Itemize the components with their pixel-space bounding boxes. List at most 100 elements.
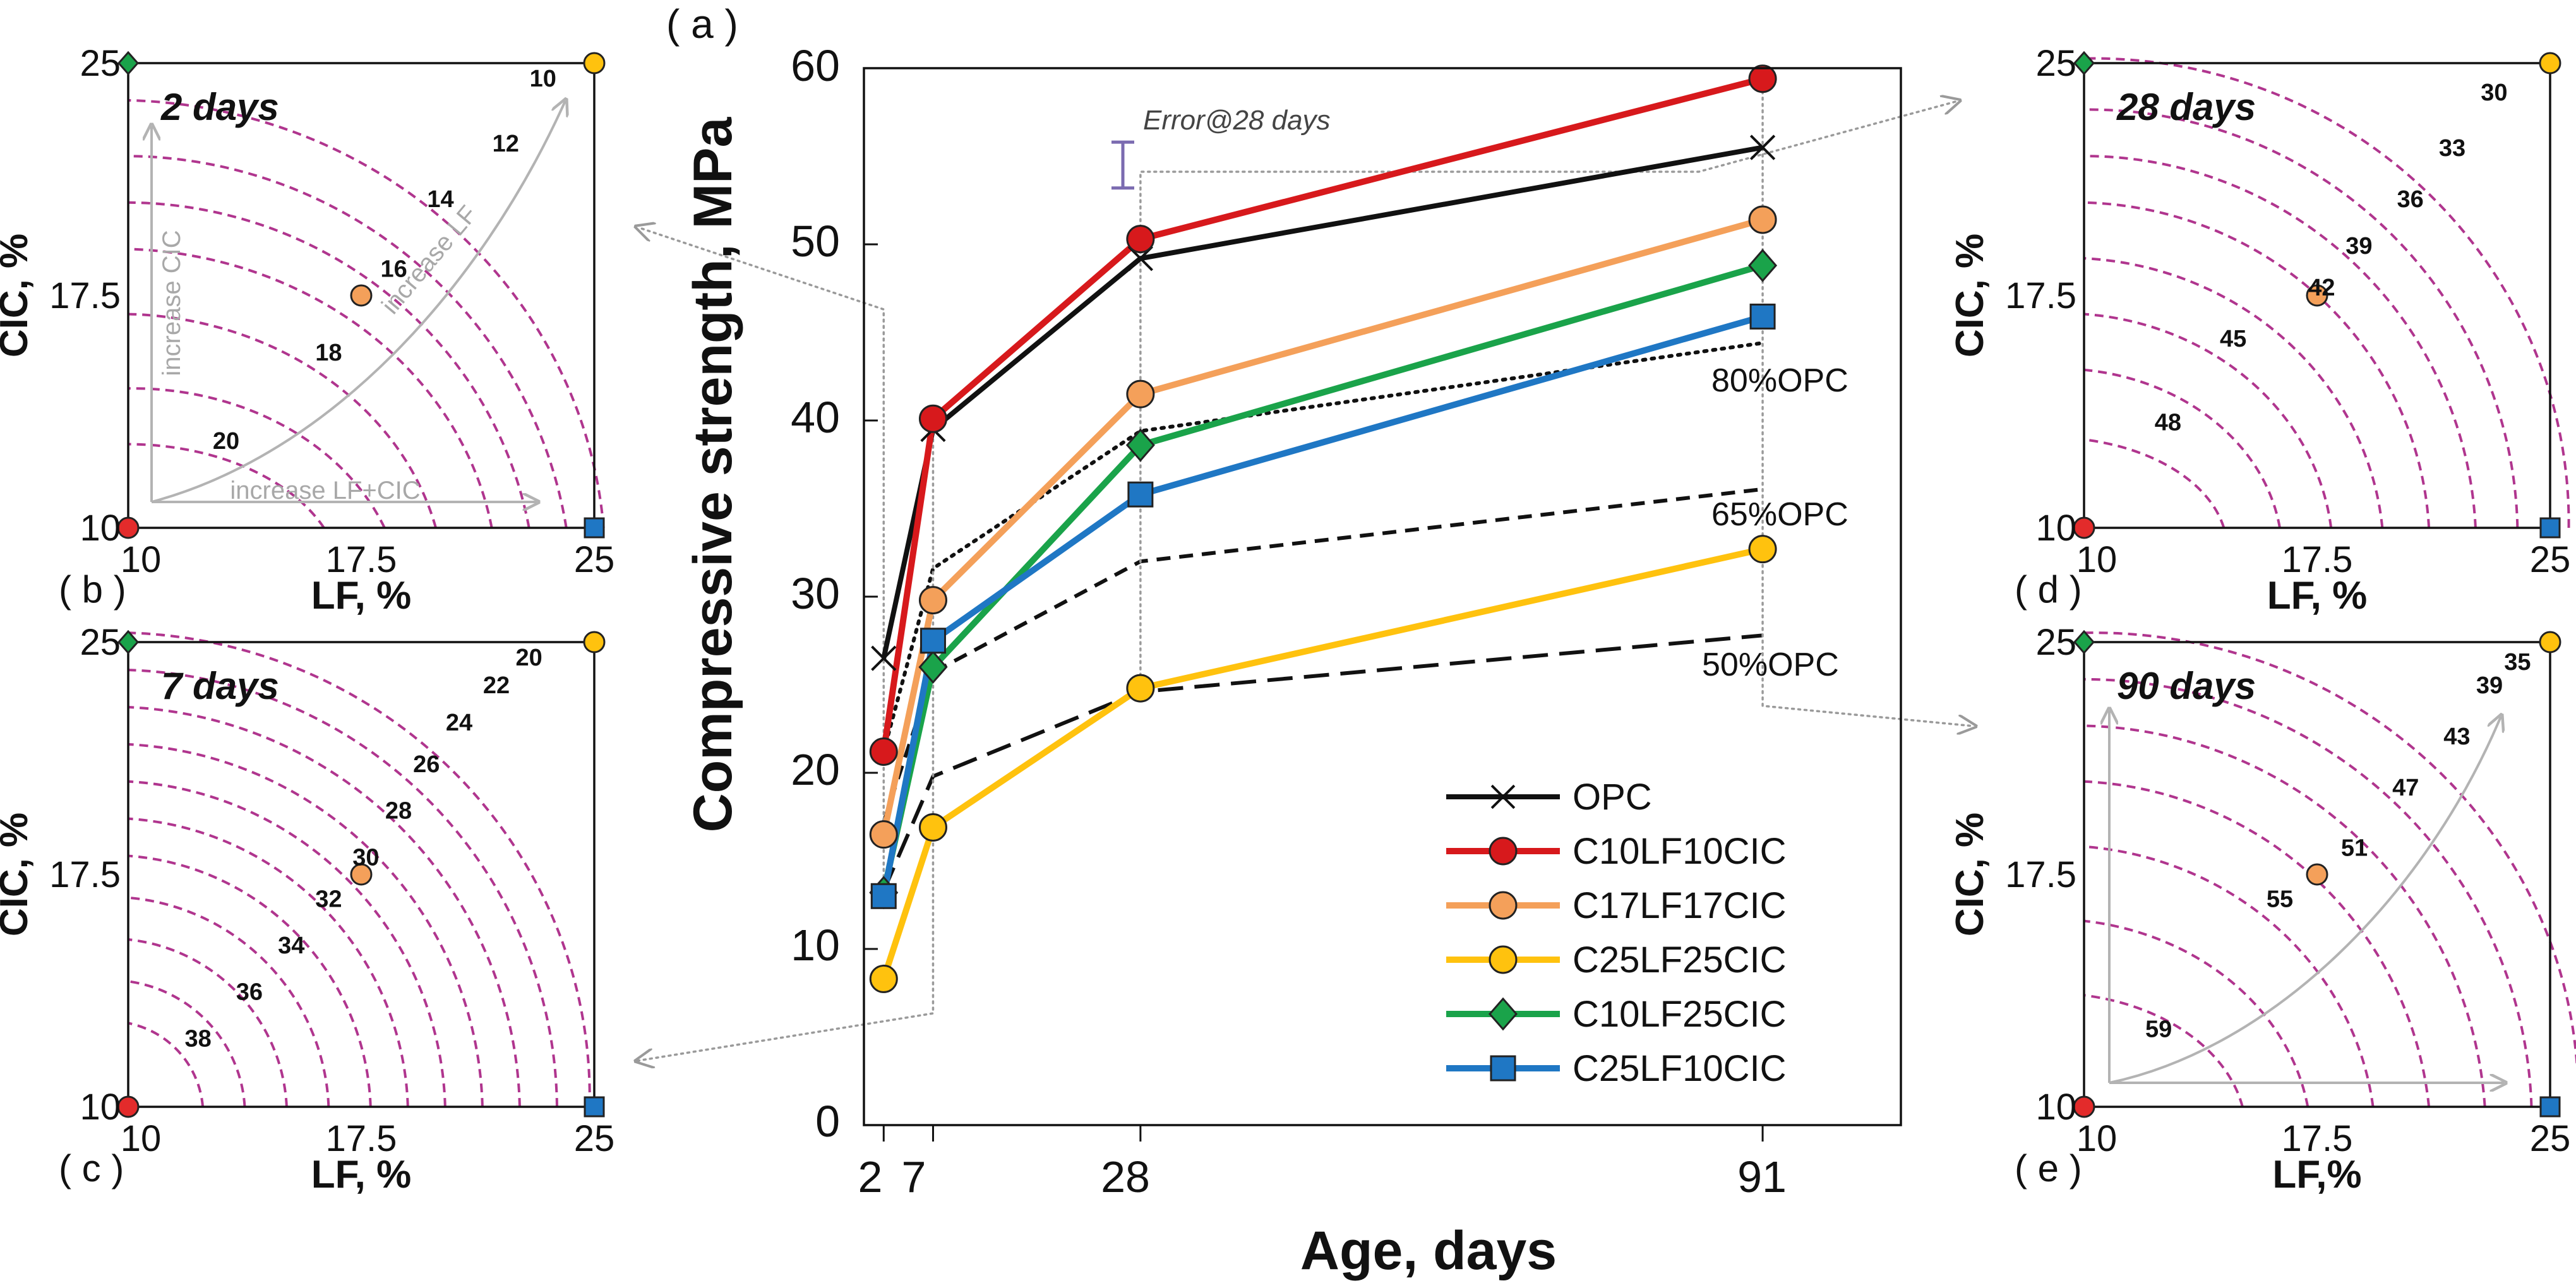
y-axis-title: CIC, % bbox=[0, 813, 36, 936]
contour-line bbox=[2083, 368, 2281, 528]
contour-line bbox=[128, 631, 591, 1107]
y-tick-label: 10 bbox=[2035, 508, 2076, 549]
marker-C17LF17CIC bbox=[918, 586, 947, 615]
series-line-C17LF17CIC bbox=[880, 217, 1764, 835]
x-tick-label: 10 bbox=[121, 539, 162, 580]
center-marker-c17lf17cic bbox=[350, 863, 373, 886]
contour-panel-7-days: 10 17.5 25 10 17.5 25 LF, % CIC, % ( c ) 7 days 20… bbox=[0, 622, 614, 1196]
y-tick-label: 0 bbox=[815, 1097, 840, 1146]
legend-marker-OPC bbox=[1490, 784, 1516, 809]
direction-arrow bbox=[2109, 717, 2501, 1084]
x-tick-label: 25 bbox=[2530, 1118, 2571, 1159]
contour-line bbox=[2083, 155, 2477, 528]
marker-C25LF25CIC bbox=[869, 964, 898, 993]
marker-C17LF17CIC bbox=[869, 820, 898, 849]
y-axis-title: CIC, % bbox=[1948, 234, 1992, 357]
contour-label: 22 bbox=[483, 672, 510, 699]
contour-label: 12 bbox=[493, 131, 519, 157]
contour-line bbox=[2083, 108, 2519, 528]
inset-frame bbox=[127, 641, 596, 1108]
inset-title: 7 days bbox=[161, 665, 279, 707]
y-tick-label: 40 bbox=[791, 393, 840, 442]
marker-C25LF25CIC bbox=[1748, 535, 1777, 564]
marker-C25LF10CIC bbox=[920, 628, 946, 654]
panel-label: ( b ) bbox=[59, 568, 126, 611]
reference-line-80%OPC bbox=[882, 341, 1765, 754]
contour-panel-90-days: 10 17.5 25 10 17.5 25 LF,% CIC, % ( e ) 90 days 35… bbox=[1948, 622, 2576, 1196]
contour-line bbox=[2083, 677, 2533, 1107]
arrow-label: increase LF+CIC bbox=[230, 477, 420, 504]
connector-7-days bbox=[638, 419, 935, 1061]
y-tick-label: 25 bbox=[80, 43, 121, 84]
y-tick-label: 17.5 bbox=[2005, 854, 2076, 895]
series-lines bbox=[880, 75, 1764, 980]
x-tick-label: 25 bbox=[2530, 539, 2571, 580]
contour-label: 38 bbox=[185, 1025, 212, 1052]
main-line-chart: ( a ) Compressive strength, MPa Age, day… bbox=[638, 1, 1974, 1281]
contour-line bbox=[128, 387, 386, 528]
x-tick-label: 17.5 bbox=[2282, 539, 2353, 580]
x-tick-label: 7 bbox=[902, 1152, 926, 1202]
inset-title: 90 days bbox=[2117, 665, 2256, 707]
connector-2-days bbox=[638, 227, 885, 898]
y-tick-label: 50 bbox=[791, 217, 840, 266]
corner-marker-c10lf10cic bbox=[2073, 516, 2095, 539]
center-marker-c17lf17cic bbox=[2306, 863, 2328, 886]
contour-label: 43 bbox=[2443, 724, 2470, 750]
contour-line bbox=[128, 817, 409, 1107]
inset-frame bbox=[2083, 641, 2551, 1108]
panel-label: ( c ) bbox=[59, 1147, 124, 1190]
y-tick-label: 25 bbox=[80, 622, 121, 663]
y-tick-label: 17.5 bbox=[49, 275, 121, 316]
legend-marker-C10LF10CIC bbox=[1489, 837, 1518, 866]
x-tick-label: 17.5 bbox=[326, 1118, 397, 1159]
contour-line bbox=[128, 780, 446, 1107]
legend-marker-C17LF17CIC bbox=[1489, 891, 1518, 920]
legend-marker-C10LF25CIC bbox=[1489, 997, 1518, 1031]
contour-line bbox=[128, 742, 484, 1107]
inset-frame bbox=[2083, 62, 2551, 529]
marker-C25LF10CIC bbox=[870, 883, 897, 909]
corner-marker-c25lf25cic bbox=[2539, 52, 2561, 75]
contour-label: 24 bbox=[446, 710, 472, 736]
contour-line bbox=[128, 980, 246, 1107]
contour-label: 45 bbox=[2220, 326, 2246, 352]
x-tick-label: 17.5 bbox=[326, 539, 397, 580]
y-tick-label: 10 bbox=[2035, 1087, 2076, 1128]
x-axis-title: LF, % bbox=[2267, 574, 2367, 617]
legend-label-C10LF25CIC: C10LF25CIC bbox=[1573, 994, 1786, 1035]
legend-label-C17LF17CIC: C17LF17CIC bbox=[1573, 885, 1786, 926]
y-tick-label: 10 bbox=[791, 921, 840, 970]
marker-C25LF10CIC bbox=[1127, 481, 1154, 508]
contour-panel-2-days: 10 17.5 25 10 17.5 25 LF, % CIC, % ( b ) 2 days 10… bbox=[0, 43, 614, 617]
contour-line bbox=[2083, 919, 2309, 1107]
contour-line bbox=[128, 896, 330, 1107]
marker-C10LF10CIC bbox=[1126, 225, 1155, 254]
legend-label-C25LF10CIC: C25LF10CIC bbox=[1573, 1048, 1786, 1089]
contour-line bbox=[2083, 631, 2576, 1070]
error-bar bbox=[1111, 140, 1134, 190]
contour-line bbox=[128, 706, 521, 1107]
contour-line bbox=[2083, 201, 2431, 528]
x-tick-label: 28 bbox=[1101, 1152, 1150, 1202]
legend: OPC C10LF10CIC C17LF17CIC C25LF25CIC C10LF25… bbox=[1446, 777, 1786, 1089]
x-tick-label: 10 bbox=[2076, 539, 2118, 580]
contour-label: 10 bbox=[530, 66, 556, 92]
legend-marker-C25LF10CIC bbox=[1490, 1055, 1516, 1082]
x-tick-label: 25 bbox=[574, 1118, 615, 1159]
reference-lines bbox=[882, 341, 1765, 892]
contour-label: 39 bbox=[2345, 233, 2372, 259]
marker-C10LF25CIC bbox=[918, 650, 948, 684]
contour-label: 48 bbox=[2155, 409, 2181, 436]
contour-line bbox=[2083, 257, 2384, 528]
marker-C25LF10CIC bbox=[1749, 303, 1776, 330]
y-axis-title: CIC, % bbox=[0, 234, 36, 357]
x-tick-label: 25 bbox=[574, 539, 615, 580]
contour-line bbox=[128, 313, 438, 528]
contour-label: 28 bbox=[385, 798, 412, 825]
ref-label-65: 65%OPC bbox=[1711, 496, 1848, 533]
contour-label: 33 bbox=[2439, 135, 2465, 162]
contour-label: 55 bbox=[2267, 886, 2293, 913]
series-line-C25LF10CIC bbox=[880, 313, 1764, 897]
